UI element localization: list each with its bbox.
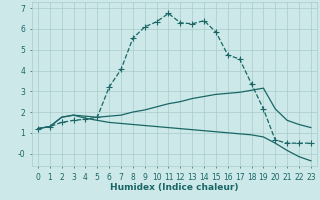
- X-axis label: Humidex (Indice chaleur): Humidex (Indice chaleur): [110, 183, 239, 192]
